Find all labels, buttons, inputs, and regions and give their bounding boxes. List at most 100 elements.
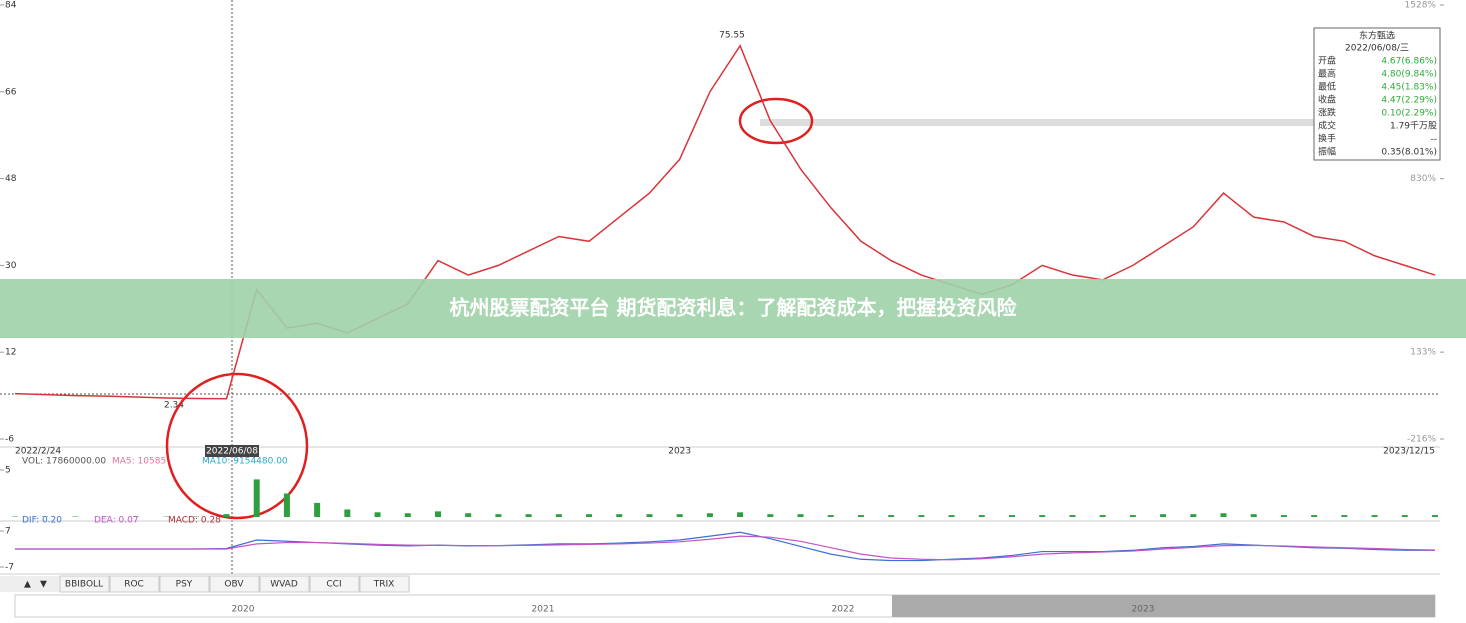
legend-entry: DIF: 0.20 [22,516,62,526]
peak-label: 75.55 [719,31,745,41]
tab-label[interactable]: PSY [176,580,193,590]
tab-label[interactable]: BBIBOLL [65,580,103,590]
y-tick-label: 66 [5,87,17,97]
panel-value: 4.45(1.83%) [1381,83,1437,93]
tab-label[interactable]: ROC [124,580,144,590]
volume-bar [707,513,713,517]
volume-bar [586,514,592,517]
panel-date: 2022/06/08/三 [1345,44,1409,54]
x-tick-label: 2022/2/24 [15,447,61,457]
volume-bar [405,513,411,517]
navigator-year: 2022 [832,605,855,615]
tab-label[interactable]: CCI [326,580,341,590]
panel-label: 最高 [1318,68,1336,80]
panel-title: 东方甄选 [1359,30,1395,42]
y2-tick-label: -216% [1407,435,1436,445]
panel-value: 4.67(6.86%) [1381,57,1437,67]
volume-bar [1311,515,1317,517]
volume-bar [1100,515,1106,517]
tab-label[interactable]: OBV [224,580,244,590]
volume-bar [1160,514,1166,517]
y-tick-label: 30 [5,261,17,271]
y-tick-label: 48 [5,174,17,184]
indicator-label: MA5: 10585 [112,457,166,467]
volume-bar [979,515,985,517]
y-tick-label: 5 [5,466,11,476]
volume-bar [767,514,773,517]
banner-text: 杭州股票配资平台 期货配资利息：了解配资成本，把握投资风险 [450,296,1018,320]
volume-bar [1039,515,1045,517]
indicator-label: MACD: 0.28 [168,516,221,526]
volume-bar [1190,514,1196,517]
volume-bar [918,515,924,517]
volume-bar [495,514,501,517]
volume-bar [949,515,955,517]
volume-bar [888,515,894,517]
y-tick-label: 12 [5,348,16,358]
volume-bar [798,514,804,517]
navigator-year: 2021 [532,605,555,615]
volume-bar [1372,515,1378,517]
volume-bar [737,512,743,517]
panel-value: 4.80(9.84%) [1381,70,1437,80]
y2-tick-label: 133% [1410,348,1436,358]
volume-bar [616,514,622,517]
volume-bar [223,514,229,517]
volume-bar [435,511,441,517]
panel-label: 开盘 [1318,55,1336,67]
volume-bar [1432,515,1438,517]
volume-bar [828,515,834,517]
macd-line [15,532,1435,560]
y-tick-label: -6 [5,435,14,445]
volume-bar [646,514,652,517]
y2-tick-label: 1528% [1405,1,1437,11]
volume-bar [1281,515,1287,517]
price-line [15,46,1435,399]
cursor-date: 2022/06/08 [206,447,258,457]
panel-label: 振幅 [1318,146,1336,158]
volume-bar [1221,513,1227,517]
navigator-year: 2020 [232,605,255,615]
volume-bar [465,513,471,517]
volume-bar [254,479,260,517]
y-tick-label: -7 [5,563,14,573]
volume-bar [1069,515,1075,517]
y-tick-label: 84 [5,1,17,11]
legend-entry: DEA: 0.07 [94,516,139,526]
tab-arrow[interactable]: ▼ [40,580,47,590]
volume-bar [344,509,350,517]
volume-bar [1130,515,1136,517]
volume-bar [526,514,532,517]
tab-label[interactable]: TRIX [373,580,395,590]
volume-bar [1402,515,1408,517]
volume-bar [284,494,290,518]
panel-value: 0.35(8.01%) [1381,148,1437,158]
x-tick-label: 2023/12/15 [1383,447,1435,457]
panel-value: 0.10(2.29%) [1381,109,1437,119]
x-tick-label: 2023 [668,447,691,457]
panel-value: -- [1431,135,1438,145]
panel-label: 成交 [1318,120,1336,132]
panel-label: 涨跌 [1318,108,1336,119]
indicator-label: MA10: 9154480.00 [202,457,288,467]
tab-arrow[interactable]: ▲ [24,580,31,590]
indicator-label: VOL: 17860000.00 [22,457,106,467]
volume-bar [858,515,864,517]
volume-bar [1251,514,1257,517]
panel-label: 换手 [1318,133,1336,145]
volume-bar [1009,515,1015,517]
volume-bar [375,512,381,517]
panel-label: 收盘 [1318,94,1336,106]
tab-label[interactable]: WVAD [270,580,298,590]
y-tick-label: 7 [5,527,11,537]
volume-bar [1341,515,1347,517]
y2-tick-label: 830% [1410,174,1436,184]
volume-bar [556,514,562,517]
panel-value: 1.79千万股 [1390,121,1437,132]
navigator-year: 2023 [1132,605,1155,615]
volume-bar [314,503,320,517]
navigator-window[interactable] [892,595,1435,617]
panel-label: 最低 [1318,81,1336,93]
